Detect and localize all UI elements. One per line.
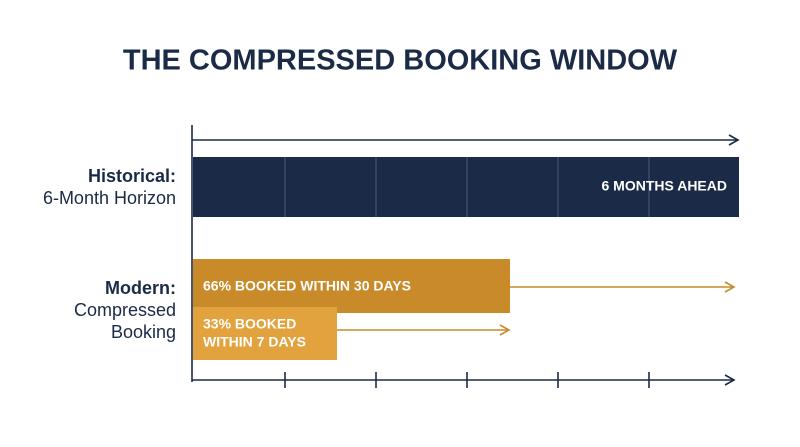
axis-ticks xyxy=(284,372,650,388)
row-label: Modern: xyxy=(105,278,176,298)
title: THE COMPRESSED BOOKING WINDOW xyxy=(123,45,678,77)
historical-bar xyxy=(193,157,739,217)
bar-dividers xyxy=(284,157,650,217)
row-sublabel: Compressed xyxy=(74,300,176,320)
modern-bar-30 xyxy=(193,259,510,313)
bar-label: 6 MONTHS AHEAD xyxy=(602,178,728,194)
row-label: Historical: xyxy=(88,166,176,186)
modern-bar-7 xyxy=(193,307,337,360)
row-sublabel: 6-Month Horizon xyxy=(43,188,176,208)
bar-label: 33% BOOKED xyxy=(203,316,296,332)
bar-label: WITHIN 7 DAYS xyxy=(203,334,306,350)
bar-label: 66% BOOKED WITHIN 30 DAYS xyxy=(203,278,411,294)
row-sublabel: Booking xyxy=(111,322,176,342)
